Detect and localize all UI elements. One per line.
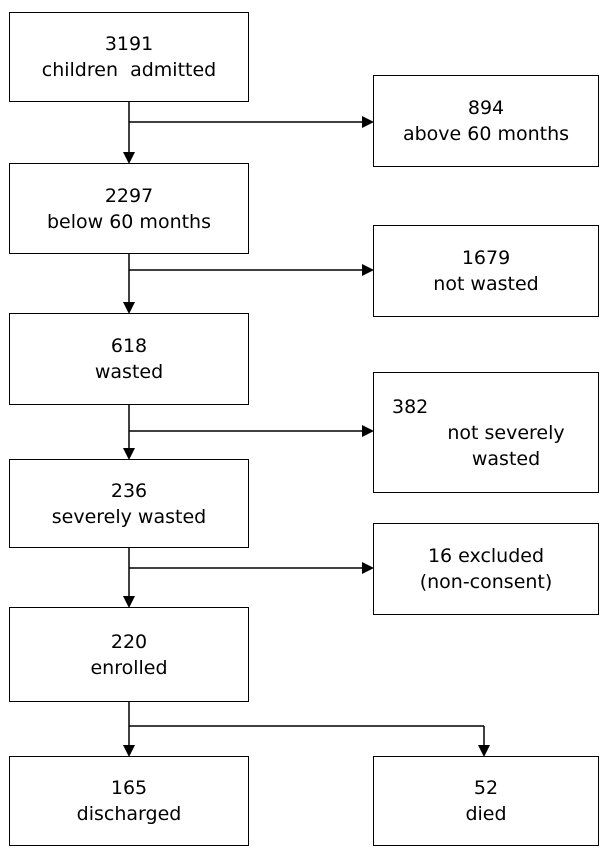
wasted-label: wasted: [94, 361, 164, 383]
died-label: died: [465, 803, 507, 825]
enrolled-count: 220: [110, 630, 148, 653]
below60-label: below 60 months: [46, 210, 211, 233]
not-severely-count: 382: [392, 395, 429, 418]
box-enrolled: 220 enrolled: [9, 607, 249, 702]
severely-count: 236: [110, 479, 148, 502]
not-wasted-count: 1679: [461, 247, 511, 269]
discharged-count: 165: [110, 777, 148, 799]
severely-label: severely wasted: [51, 505, 207, 528]
enrolled-label: enrolled: [90, 656, 168, 679]
box-discharged: 165 discharged: [9, 756, 249, 846]
not-severely-label-line2: wasted: [471, 447, 541, 470]
wasted-count: 618: [110, 335, 148, 357]
not-wasted-label: not wasted: [433, 273, 539, 295]
above60-label: above 60 months: [402, 123, 570, 145]
box-not-wasted: 1679 not wasted: [373, 225, 599, 317]
died-count: 52: [473, 777, 499, 799]
excluded-line1: 16 excluded: [427, 545, 545, 567]
box-children-admitted: 3191 children admitted: [9, 12, 249, 102]
admitted-label: children admitted: [41, 59, 217, 81]
discharged-label: discharged: [76, 803, 182, 825]
box-above-60-months: 894 above 60 months: [373, 75, 599, 167]
box-not-severely-wasted: 382 not severely wasted: [373, 372, 599, 493]
box-severely-wasted: 236 severely wasted: [9, 459, 249, 548]
admitted-count: 3191: [104, 33, 154, 55]
box-below-60-months: 2297 below 60 months: [9, 163, 249, 254]
box-died: 52 died: [373, 756, 599, 846]
excluded-line2: (non-consent): [419, 571, 553, 593]
box-wasted: 618 wasted: [9, 313, 249, 405]
below60-count: 2297: [104, 184, 154, 207]
not-severely-label-line1: not severely: [447, 421, 565, 444]
box-excluded-non-consent: 16 excluded (non-consent): [373, 523, 599, 615]
above60-count: 894: [467, 97, 505, 119]
